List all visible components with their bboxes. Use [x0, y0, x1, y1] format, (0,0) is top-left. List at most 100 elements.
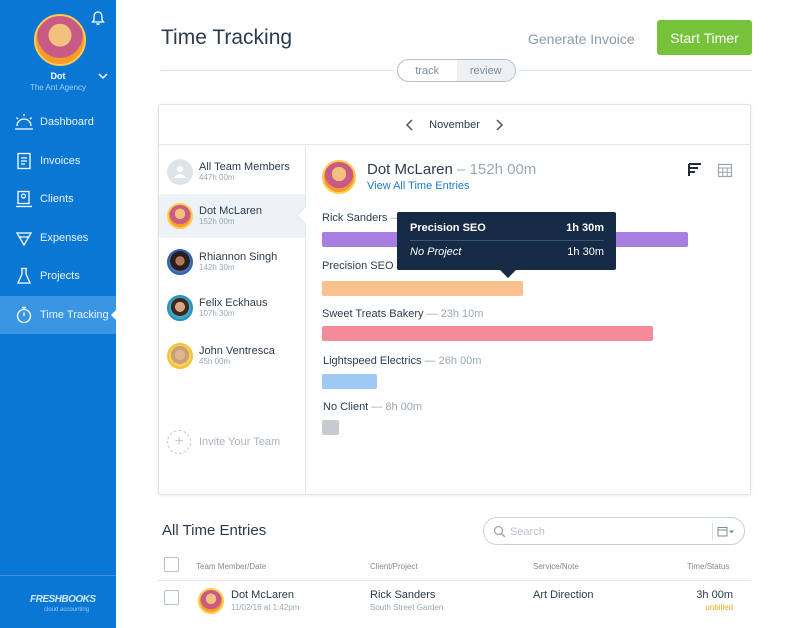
sidebar-item-expenses[interactable]: Expenses — [0, 219, 116, 258]
user-agency: The Ant Agency — [29, 83, 87, 92]
row-checkbox[interactable] — [164, 590, 179, 605]
dashboard-icon — [14, 112, 34, 132]
team-member-felix-eckhaus[interactable]: Felix Eckhaus 107h 30m — [159, 286, 305, 330]
time-summary-card: November All Team Members 447h 00m Dot M… — [158, 104, 751, 495]
client-hours: 23h 10m — [440, 308, 484, 320]
sidebar: Dot The Ant Agency Dashboard Invoices Cl… — [0, 0, 116, 628]
client-name: Lightspeed Electrics — [323, 355, 422, 367]
client-dash: — — [424, 355, 436, 367]
sidebar-item-label: Expenses — [40, 231, 89, 244]
sidebar-item-clients[interactable]: Clients — [0, 180, 116, 219]
avatar — [198, 588, 224, 614]
plus-icon: + — [167, 430, 191, 454]
column-header[interactable]: Time/Status — [687, 562, 730, 571]
team-list: All Team Members 447h 00m Dot McLaren 15… — [159, 146, 306, 495]
date-filter-button[interactable] — [712, 523, 738, 540]
avatar — [167, 295, 193, 321]
detail-title: Dot McLaren – 152h 00m — [367, 161, 536, 178]
sidebar-item-label: Dashboard — [40, 116, 94, 129]
tooltip-row: No Project 1h 30m — [410, 246, 604, 258]
entries-table-header: Team Member/Date Client/Project Service/… — [158, 556, 751, 581]
expenses-icon — [14, 228, 34, 248]
invoice-icon — [14, 151, 34, 171]
member-name: Felix Eckhaus — [199, 297, 268, 309]
team-member-dot-mclaren[interactable]: Dot McLaren 152h 00m — [159, 194, 305, 238]
bar-view-icon[interactable] — [687, 162, 703, 178]
client-label-sweet-treats: Sweet Treats Bakery — 23h 10m — [322, 308, 483, 320]
avatar — [167, 249, 193, 275]
sidebar-item-invoices[interactable]: Invoices — [0, 142, 116, 181]
chevron-right-icon[interactable] — [492, 118, 506, 132]
client-hours: 26h 00m — [438, 355, 482, 367]
projects-icon — [14, 266, 34, 286]
client-label-lightspeed: Lightspeed Electrics — 26h 00m — [323, 355, 481, 367]
start-timer-button[interactable]: Start Timer — [657, 20, 752, 55]
client-dash: — — [426, 308, 438, 320]
client-hours: 8h 00m — [385, 401, 423, 413]
entry-member: Dot McLaren — [231, 589, 294, 601]
toggle-review[interactable]: review — [456, 60, 515, 81]
member-hours: 447h 00m — [199, 173, 235, 182]
entry-client: Rick Sanders — [370, 589, 436, 601]
member-name: All Team Members — [199, 161, 290, 173]
calendar-view-icon[interactable] — [717, 162, 733, 178]
sidebar-item-label: Time Tracking — [40, 308, 109, 321]
sidebar-item-label: Projects — [40, 270, 80, 283]
column-header[interactable]: Service/Note — [533, 562, 579, 571]
column-header[interactable]: Team Member/Date — [196, 562, 267, 571]
sidebar-nav: Dashboard Invoices Clients Expenses Proj… — [0, 103, 116, 334]
tooltip-title: Precision SEO — [410, 222, 486, 234]
tooltip-title-hours: 1h 30m — [566, 222, 604, 234]
entry-time: 3h 00m — [696, 589, 733, 601]
chevron-left-icon[interactable] — [403, 118, 417, 132]
avatar — [322, 160, 356, 194]
tooltip-row-hours: 1h 30m — [567, 246, 604, 258]
team-member-rhiannon-singh[interactable]: Rhiannon Singh 142h 30m — [159, 240, 305, 284]
entry-service: Art Direction — [533, 589, 594, 601]
client-bar-no-client[interactable] — [322, 420, 339, 435]
client-name: No Client — [323, 401, 369, 413]
avatar — [167, 203, 193, 229]
detail-member-name: Dot McLaren — [367, 161, 453, 178]
entry-status: unbilled — [705, 603, 733, 612]
column-header[interactable]: Client/Project — [370, 562, 418, 571]
member-name: Rhiannon Singh — [199, 251, 278, 263]
divider — [519, 70, 752, 71]
sidebar-item-projects[interactable]: Projects — [0, 257, 116, 296]
brand-logo: FRESHBOOKS cloud accounting — [0, 575, 116, 625]
sidebar-item-label: Invoices — [40, 154, 81, 167]
client-dash: — — [390, 212, 402, 224]
page-title: Time Tracking — [161, 26, 293, 49]
generate-invoice-link[interactable]: Generate Invoice — [528, 31, 635, 47]
chevron-down-icon[interactable] — [98, 72, 108, 80]
stopwatch-icon — [14, 305, 34, 325]
view-all-entries-link[interactable]: View All Time Entries — [367, 180, 470, 192]
user-avatar[interactable] — [34, 14, 86, 66]
brand-sub: cloud accounting — [44, 607, 90, 613]
search-input[interactable] — [510, 523, 680, 540]
invite-team-button[interactable]: + Invite Your Team — [167, 430, 280, 454]
select-all-checkbox[interactable] — [164, 557, 179, 572]
table-row[interactable]: Dot McLaren 11/02/16 at 1:42pm Rick Sand… — [158, 582, 751, 622]
team-member-all[interactable]: All Team Members 447h 00m — [159, 150, 305, 194]
team-icon — [167, 159, 193, 185]
client-bar-lightspeed[interactable] — [322, 374, 377, 389]
calendar-icon — [717, 527, 734, 537]
bell-icon[interactable] — [90, 10, 106, 26]
client-name: Sweet Treats Bakery — [322, 308, 424, 320]
toggle-track[interactable]: track — [415, 64, 440, 77]
client-bar-precision-seo[interactable] — [322, 281, 523, 296]
user-name[interactable]: Dot — [50, 71, 66, 81]
member-hours: 107h 30m — [199, 309, 235, 318]
team-member-john-ventresca[interactable]: John Ventresca 45h 00m — [159, 334, 305, 378]
client-label-rick-sanders: Rick Sanders — — [322, 212, 401, 224]
client-bar-sweet-treats[interactable] — [322, 326, 653, 341]
sidebar-item-time-tracking[interactable]: Time Tracking — [0, 295, 116, 334]
search-icon — [493, 525, 506, 538]
tooltip-header: Precision SEO 1h 30m — [410, 222, 604, 241]
sidebar-item-dashboard[interactable]: Dashboard — [0, 103, 116, 142]
member-detail: Dot McLaren – 152h 00m View All Time Ent… — [307, 146, 751, 495]
month-navigator: November — [159, 105, 750, 145]
tooltip-row-label: No Project — [410, 246, 462, 258]
entry-date: 11/02/16 at 1:42pm — [231, 603, 300, 612]
